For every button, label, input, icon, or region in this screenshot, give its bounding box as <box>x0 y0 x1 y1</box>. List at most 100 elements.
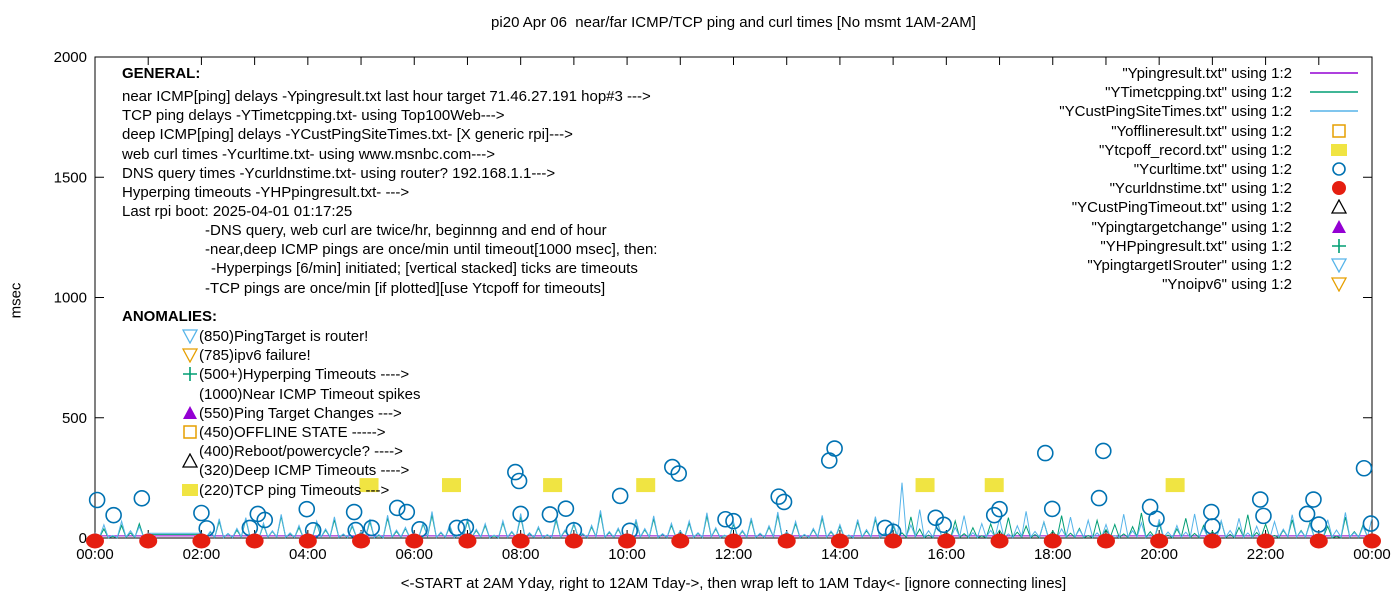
anomaly-row: (850)PingTarget is router! <box>181 327 368 345</box>
x-tick-label: 00:00 <box>76 546 114 563</box>
x-tick-label: 16:00 <box>928 546 966 563</box>
legend-label: "Yofflineresult.txt" using 1:2 <box>1111 122 1292 140</box>
marker-Ycurltime <box>876 519 894 537</box>
marker-Ycurltime <box>363 519 380 537</box>
deep-icmp-timeout-icon <box>181 452 199 469</box>
general-line: -Hyperpings [6/min] initiated; [vertical… <box>211 260 638 277</box>
legend-label: "Ycurldnstime.txt" using 1:2 <box>1109 179 1292 197</box>
anomaly-text: (400)Reboot/powercycle? ----> <box>199 442 403 460</box>
legend-label: "YCustPingSiteTimes.txt" using 1:2 <box>1059 102 1292 120</box>
legend-row: "Ypingresult.txt" using 1:2 <box>850 64 1362 82</box>
marker-Ycurltime <box>133 490 151 507</box>
legend-label: "Ypingtargetchange" using 1:2 <box>1091 218 1292 236</box>
marker-Ycurltime <box>512 505 529 523</box>
legend-label: "YpingtargetISrouter" using 1:2 <box>1087 256 1292 274</box>
anomaly-row: (450)OFFLINE STATE -----> <box>182 423 386 441</box>
general-line: Hyperping timeouts -YHPpingresult.txt- -… <box>122 184 410 201</box>
anomaly-row: (220)TCP ping Timeouts ---> <box>182 481 389 499</box>
marker-Ycurltime <box>725 512 742 530</box>
anomaly-row: (1000)Near ICMP Timeout spikes <box>182 385 420 403</box>
marker-Ycurldnstime <box>564 533 583 549</box>
marker-Ycurltime <box>88 491 106 509</box>
legend-label: "Ytcpoff_record.txt" using 1:2 <box>1099 141 1292 159</box>
x-axis-label: <-START at 2AM Yday, right to 12AM Tday-… <box>400 575 1067 592</box>
legend-marker-sample <box>1292 180 1362 196</box>
general-line: web curl times -Ycurltime.txt- using www… <box>122 146 495 163</box>
marker-Ycurldnstime <box>1363 533 1381 549</box>
y-tick-label: 2000 <box>54 49 87 66</box>
marker-Ycurltime <box>193 504 210 522</box>
marker-Ycurltime <box>717 510 734 528</box>
anomaly-row: (400)Reboot/powercycle? ----> <box>182 442 403 460</box>
hyperping-timeout-icon <box>182 366 199 382</box>
ping-target-change-icon <box>182 405 199 421</box>
marker-Ycurltime <box>1310 516 1328 533</box>
marker-Ycurldnstime <box>352 533 371 549</box>
legend-marker-sample <box>1292 161 1362 177</box>
marker-Ycurltime <box>388 499 406 517</box>
marker-Ytcpoff_record <box>1165 478 1185 493</box>
legend-row: "YCustPingSiteTimes.txt" using 1:2 <box>850 102 1362 120</box>
marker-Ycurltime <box>507 463 524 481</box>
legend-marker-sample <box>1292 198 1362 215</box>
tcp-ping-timeout-icon <box>182 482 199 498</box>
marker-Ycurldnstime <box>671 533 690 549</box>
anomaly-row: (785)ipv6 failure! <box>181 346 311 364</box>
general-line: TCP ping delays -YTimetcpping.txt- using… <box>122 107 505 124</box>
y-tick-label: 500 <box>62 410 87 427</box>
marker-Ycurltime <box>991 500 1008 518</box>
marker-Ycurltime <box>770 488 788 505</box>
anomaly-text: (1000)Near ICMP Timeout spikes <box>199 385 421 403</box>
anomaly-row: (320)Deep ICMP Timeouts ----> <box>181 452 410 479</box>
legend-row: "Ynoipv6" using 1:2 <box>850 275 1362 293</box>
marker-Ycurldnstime <box>511 533 530 549</box>
marker-Ycurldnstime <box>139 533 158 549</box>
x-tick-label: 10:00 <box>608 546 646 563</box>
marker-Ycurldnstime <box>86 533 104 549</box>
anomaly-text: (320)Deep ICMP Timeouts ----> <box>199 461 410 479</box>
legend-row: "Ycurldnstime.txt" using 1:2 <box>850 179 1362 197</box>
legend-row: "YpingtargetISrouter" using 1:2 <box>850 256 1362 274</box>
marker-Ytcpoff_record <box>359 478 379 493</box>
anomaly-text: (220)TCP ping Timeouts ---> <box>199 481 390 499</box>
anomaly-row: (550)Ping Target Changes ---> <box>182 404 402 422</box>
marker-Ycurldnstime <box>1096 533 1115 549</box>
legend-row: "Ytcpoff_record.txt" using 1:2 <box>850 141 1362 159</box>
marker-Ycurldnstime <box>192 533 211 549</box>
legend-row: "Ypingtargetchange" using 1:2 <box>850 218 1362 236</box>
legend-row: "Ycurltime.txt" using 1:2 <box>850 160 1362 178</box>
y-tick-label: 1000 <box>54 290 87 307</box>
x-tick-label: 12:00 <box>715 546 753 563</box>
marker-Ycurldnstime <box>937 533 956 549</box>
marker-Ycurltime <box>541 506 559 523</box>
legend-label: "YTimetcpping.txt" using 1:2 <box>1105 83 1292 101</box>
marker-Ytcpoff_record <box>915 478 935 493</box>
marker-Ycurltime <box>985 506 1003 524</box>
legend-row: "Yofflineresult.txt" using 1:2 <box>850 122 1362 140</box>
general-line: DNS query times -Ycurldnstime.txt- using… <box>122 165 556 182</box>
marker-Ycurltime <box>1094 442 1112 460</box>
marker-Ycurldnstime <box>777 533 796 549</box>
pingtarget-is-router-icon <box>181 328 199 345</box>
marker-Ycurltime <box>775 493 793 511</box>
legend-row: "YCustPingTimeout.txt" using 1:2 <box>850 198 1362 216</box>
marker-Ycurldnstime <box>1150 533 1169 549</box>
y-tick-label: 1500 <box>54 169 87 186</box>
legend-label: "Ynoipv6" using 1:2 <box>1162 275 1292 293</box>
marker-Ycurltime <box>1043 500 1061 518</box>
x-tick-label: 04:00 <box>289 546 327 563</box>
legend-marker-sample <box>1292 123 1362 139</box>
general-line: near ICMP[ping] delays -Ypingresult.txt … <box>122 88 651 105</box>
marker-Ycurldnstime <box>990 533 1009 549</box>
marker-Ycurltime <box>1090 489 1108 507</box>
marker-Ycurltime <box>298 500 316 518</box>
x-tick-label: 02:00 <box>183 546 221 563</box>
x-tick-label: 06:00 <box>395 546 433 563</box>
legend-marker-sample <box>1292 238 1362 254</box>
legend-marker-sample <box>1292 257 1362 274</box>
marker-Ycurldnstime <box>724 533 743 549</box>
legend-label: "YCustPingTimeout.txt" using 1:2 <box>1071 198 1292 216</box>
general-line: -TCP pings are once/min [if plotted][use… <box>205 280 606 297</box>
marker-Ycurltime <box>670 465 687 482</box>
marker-Ycurltime <box>105 506 122 524</box>
